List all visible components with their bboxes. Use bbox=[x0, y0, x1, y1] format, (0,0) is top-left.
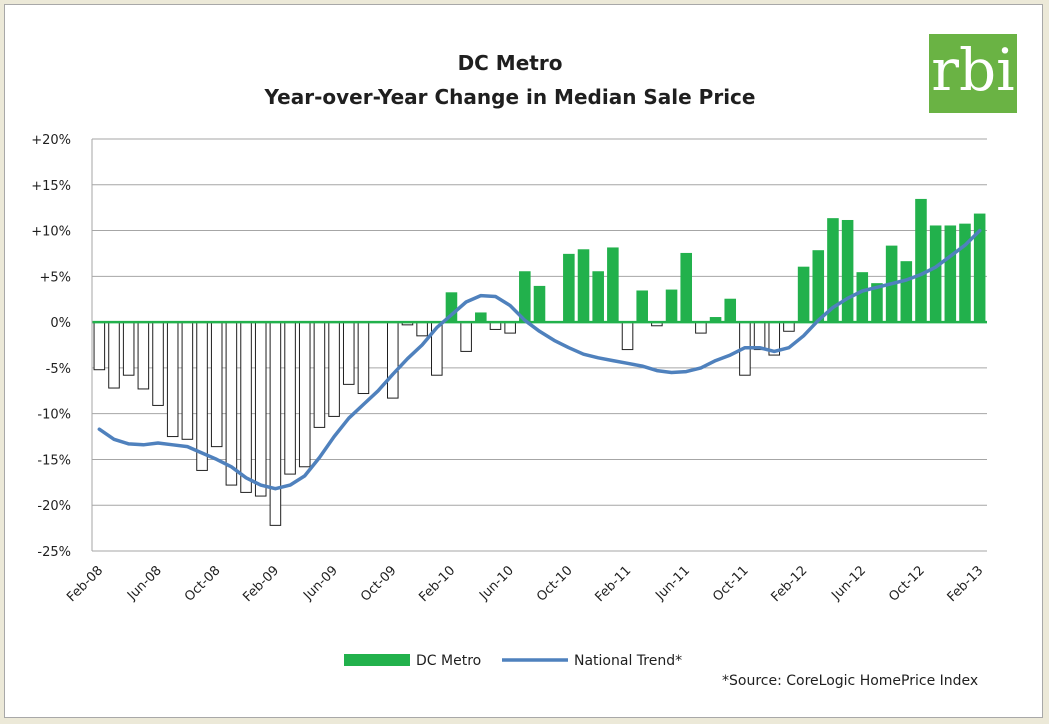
bar bbox=[270, 322, 281, 525]
y-tick-label: -15% bbox=[37, 453, 71, 468]
bar bbox=[226, 322, 237, 485]
bar bbox=[637, 291, 648, 322]
bar bbox=[211, 322, 222, 447]
y-tick-label: +5% bbox=[39, 270, 71, 285]
bar bbox=[593, 272, 604, 322]
x-tick-label: Feb-13 bbox=[945, 563, 987, 605]
y-tick-label: +15% bbox=[31, 179, 71, 194]
x-tick-label: Feb-12 bbox=[769, 563, 811, 605]
bar bbox=[622, 322, 633, 349]
bar bbox=[916, 199, 927, 322]
bar bbox=[461, 322, 472, 351]
x-tick-label: Oct-12 bbox=[886, 563, 928, 605]
bar bbox=[564, 254, 575, 322]
bar bbox=[197, 322, 208, 470]
bar bbox=[387, 322, 398, 398]
bar bbox=[314, 322, 325, 427]
y-tick-label: -25% bbox=[37, 545, 71, 560]
bar bbox=[476, 313, 487, 322]
bar bbox=[608, 248, 619, 322]
x-tick-label: Jun-11 bbox=[652, 563, 693, 604]
bar bbox=[138, 322, 149, 389]
bar bbox=[725, 299, 736, 322]
bar bbox=[666, 290, 677, 322]
x-tick-label: Jun-08 bbox=[124, 563, 165, 604]
bar bbox=[417, 322, 428, 336]
x-tick-label: Feb-10 bbox=[416, 563, 458, 605]
bar bbox=[945, 226, 956, 322]
y-tick-label: 0% bbox=[50, 316, 71, 331]
bar bbox=[534, 286, 545, 322]
chart-svg: -25% -20% -15% -10% -5% 0% +5% +10% +15% +20% Feb-… bbox=[0, 0, 1049, 724]
bar bbox=[578, 250, 589, 322]
bar bbox=[299, 322, 310, 467]
bar bbox=[505, 322, 516, 333]
x-tick-label: Jun-12 bbox=[828, 563, 869, 604]
bar bbox=[842, 220, 853, 322]
y-tick-label: -20% bbox=[37, 499, 71, 514]
x-tick-label: Oct-11 bbox=[710, 563, 752, 605]
legend-label-dc-metro: DC Metro bbox=[416, 653, 481, 669]
bar bbox=[153, 322, 164, 405]
bar bbox=[798, 267, 809, 322]
bar bbox=[329, 322, 340, 416]
x-tick-label: Feb-11 bbox=[592, 563, 634, 605]
x-tick-label: Feb-09 bbox=[240, 563, 282, 605]
y-tick-label: +10% bbox=[31, 225, 71, 240]
legend-swatch-dc-metro bbox=[344, 654, 410, 666]
legend-label-national-trend: National Trend* bbox=[574, 653, 682, 669]
bar bbox=[94, 322, 105, 370]
x-tick-label: Oct-10 bbox=[534, 563, 576, 605]
bar bbox=[241, 322, 252, 492]
bar bbox=[901, 262, 912, 322]
y-tick-label: -5% bbox=[46, 362, 71, 377]
bar bbox=[813, 251, 824, 322]
bar bbox=[167, 322, 178, 436]
bar bbox=[123, 322, 134, 375]
x-tick-label: Feb-08 bbox=[64, 563, 106, 605]
y-tick-label: +20% bbox=[31, 133, 71, 148]
x-tick-label: Oct-09 bbox=[358, 563, 400, 605]
bar bbox=[857, 273, 868, 322]
bar bbox=[930, 226, 941, 322]
bar bbox=[109, 322, 120, 388]
bar bbox=[681, 253, 692, 322]
x-tick-label: Jun-09 bbox=[300, 563, 341, 604]
bar bbox=[784, 322, 795, 331]
bar bbox=[358, 322, 369, 393]
x-tick-label: Oct-08 bbox=[182, 563, 224, 605]
bar bbox=[285, 322, 296, 474]
source-note: *Source: CoreLogic HomePrice Index bbox=[722, 673, 978, 689]
x-tick-label: Jun-10 bbox=[476, 563, 517, 604]
bar bbox=[255, 322, 266, 496]
bar bbox=[696, 322, 707, 333]
bar bbox=[754, 322, 765, 349]
bar bbox=[960, 224, 971, 322]
y-tick-label: -10% bbox=[37, 408, 71, 423]
bar bbox=[182, 322, 193, 439]
bar bbox=[343, 322, 354, 384]
